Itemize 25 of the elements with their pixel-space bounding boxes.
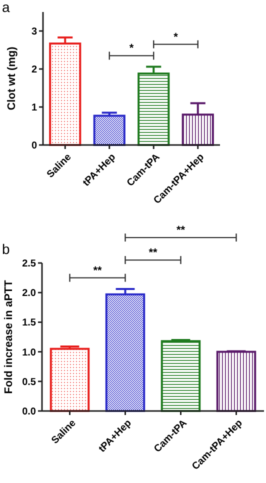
text: ** [148,247,158,260]
y-tick-label: 1.5 [22,318,36,329]
annotation: * [129,42,134,55]
bar [49,42,82,146]
text: a [2,0,10,15]
annotation: * [174,31,179,44]
y-tick-label: 1.0 [22,347,36,358]
y-tick-label: 3 [31,26,38,38]
bar [105,293,146,412]
y-tick-label: 0.0 [22,406,36,418]
y-axis-title: Fold increase in aPTT [3,280,15,394]
annotation: ** [93,264,102,277]
bar [160,340,201,412]
y-tick-label: 0.5 [22,376,36,388]
y-tick-label: 2 [31,64,38,76]
bar [216,350,256,412]
y-tick-label: 2.5 [22,258,36,270]
y-tick-label: 1 [31,102,38,114]
text: ** [176,224,186,237]
y-tick-label: 2.0 [22,288,36,300]
y-axis-title: Clot wt (mg) [6,46,18,110]
y-tick-label: 0 [31,140,38,152]
bar [50,348,90,412]
text: b [2,241,10,257]
bar [93,114,126,146]
